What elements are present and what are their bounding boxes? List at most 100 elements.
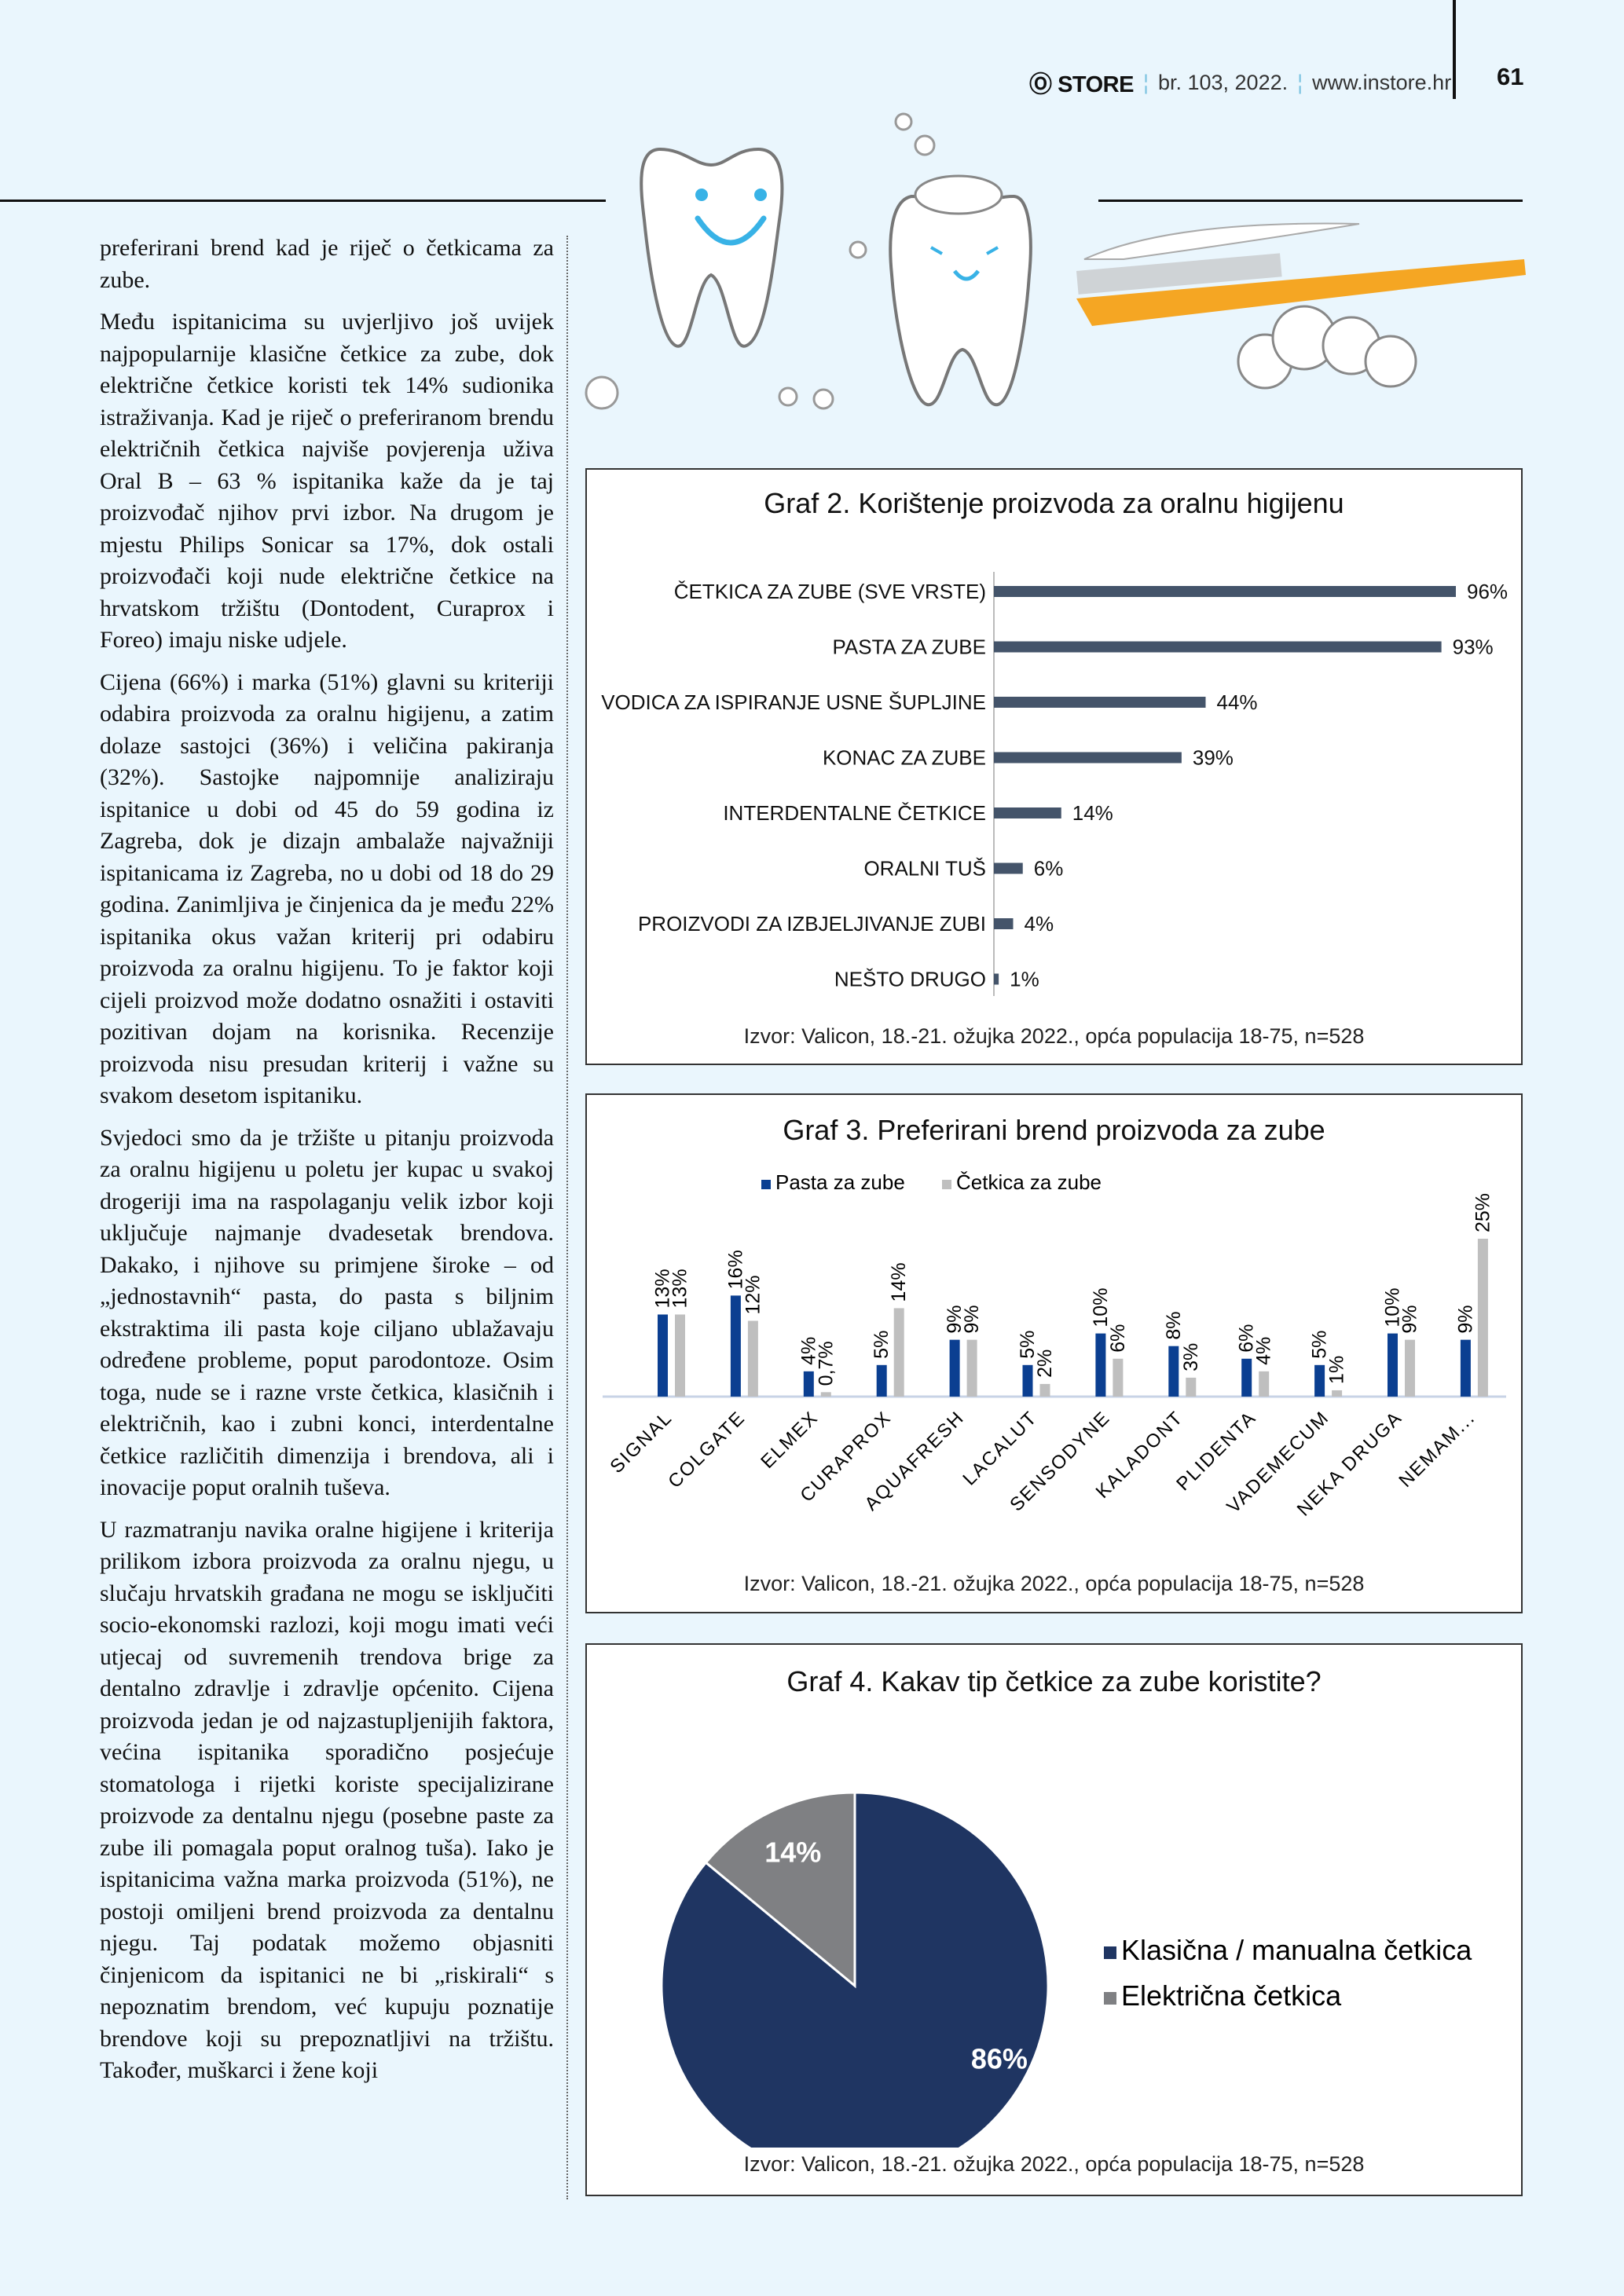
data-label: 3% (1180, 1343, 1202, 1371)
chart-3-plot: Pasta za zube Četkica za zube 13%13% SIGNAL… (603, 1170, 1506, 1521)
legend-swatch (1104, 1946, 1116, 1959)
data-label: 8% (1163, 1312, 1185, 1340)
paragraph: U razmatranju navika oralne higijene i k… (100, 1516, 554, 2084)
bar (994, 918, 1014, 929)
bar (658, 1314, 668, 1397)
data-label: 6% (1034, 857, 1064, 881)
bar (994, 586, 1456, 597)
bar (1168, 1346, 1179, 1397)
legend-swatch (1104, 1992, 1116, 2005)
dental-illustration (585, 112, 1526, 410)
bar (994, 752, 1182, 764)
category-label: VODICA ZA ISPIRANJE USNE ŠUPLJINE (601, 690, 986, 714)
category-label: KONAC ZA ZUBE (823, 746, 986, 770)
bar (1460, 1339, 1471, 1397)
data-label: 9% (961, 1305, 983, 1333)
data-label: 9% (1399, 1305, 1421, 1333)
category-label: NEŠTO DRUGO (834, 968, 986, 991)
data-label: 13% (652, 1269, 674, 1308)
category-label: ELMEX (757, 1407, 823, 1473)
data-label: 1% (1326, 1356, 1348, 1384)
paragraph: Svjedoci smo da je tržište u pitanju pro… (100, 1124, 554, 1501)
category-label: ORALNI TUŠ (863, 857, 986, 881)
bar (1477, 1239, 1488, 1397)
category-label: COLGATE (664, 1407, 750, 1492)
category-label: PASTA ZA ZUBE (832, 635, 986, 659)
bar (747, 1320, 758, 1397)
chart-graf-4: Graf 4. Kakav tip četkice za zube korist… (585, 1643, 1523, 2196)
bar (1022, 1364, 1033, 1397)
pie-slice (660, 1791, 1050, 2148)
chart-title: Graf 3. Preferirani brend proizvoda za z… (783, 1114, 1325, 1146)
category-label: PROIZVODI ZA IZBJELJIVANJE ZUBI (638, 912, 986, 936)
paragraph: preferirani brend kad je riječ o četkica… (100, 235, 554, 293)
data-label: 10% (1090, 1288, 1112, 1327)
data-label: 4% (1253, 1337, 1275, 1365)
chart-4-plot: 86% Klasična / manualna četkica 14% Elektri… (660, 1791, 1472, 2148)
paragraph: Među ispitanicima su uvjerljivo još uvij… (100, 309, 554, 653)
bubble-icons (585, 112, 936, 410)
rule-left (0, 200, 606, 202)
data-label: 25% (1472, 1193, 1494, 1232)
toothbrush-icon (1076, 222, 1526, 326)
category-label: SIGNAL (606, 1407, 676, 1478)
data-label: 39% (1193, 746, 1234, 770)
bar (994, 973, 999, 985)
chart-source: Izvor: Valicon, 18.-21. ožujka 2022., op… (743, 1572, 1365, 1595)
bar (1259, 1371, 1270, 1397)
data-label: 10% (1382, 1288, 1404, 1327)
column-separator (566, 236, 568, 2199)
page-number: 61 (1497, 63, 1524, 90)
bar (1186, 1377, 1197, 1397)
bar (675, 1314, 685, 1397)
foamy-tooth-icon (889, 174, 1032, 407)
legend-swatch (942, 1180, 951, 1189)
data-label: 2% (1034, 1349, 1056, 1378)
data-label: 14% (888, 1262, 910, 1302)
paragraph: Cijena (66%) i marka (51%) glavni su kri… (100, 668, 554, 1109)
data-label: 4% (1025, 912, 1054, 936)
issue-number: br. 103, 2022. (1157, 70, 1289, 94)
data-label: 1% (1010, 968, 1039, 991)
article-body: preferirani brend kad je riječ o četkica… (100, 233, 554, 2097)
legend-label: Električna četkica (1121, 1979, 1342, 2012)
data-label: 14% (1072, 801, 1113, 825)
chart-graf-3: Graf 3. Preferirani brend proizvoda za z… (585, 1093, 1523, 1613)
legend-label: Pasta za zube (775, 1170, 905, 1194)
data-label: 5% (1017, 1331, 1039, 1359)
bar (949, 1339, 960, 1397)
bar (1113, 1358, 1124, 1397)
pie-slice (704, 1791, 856, 1989)
bar (966, 1339, 977, 1397)
data-label: 4% (797, 1337, 819, 1365)
bar (1332, 1390, 1343, 1397)
data-label: 9% (944, 1305, 966, 1333)
data-label: 5% (871, 1331, 893, 1359)
data-label: 5% (1309, 1331, 1331, 1359)
page-header: Ⓞ STORE ¦ br. 103, 2022. ¦ www.instore.h… (1029, 66, 1451, 99)
rule-right (1098, 200, 1523, 202)
bar (1039, 1383, 1050, 1397)
happy-tooth-icon (640, 147, 784, 348)
logo-text: STORE (1058, 72, 1134, 97)
bar (876, 1364, 887, 1397)
chart-title: Graf 4. Kakav tip četkice za zube korist… (786, 1665, 1322, 1697)
website-link[interactable]: www.instore.hr (1312, 70, 1452, 94)
data-label: 16% (724, 1250, 746, 1289)
category-label: ČETKICA ZA ZUBE (SVE VRSTE) (674, 580, 986, 603)
data-label: 44% (1217, 690, 1258, 714)
header-rule (1453, 0, 1456, 99)
slice-label: 14% (764, 1836, 821, 1869)
magazine-logo: Ⓞ STORE (1029, 72, 1134, 97)
bar (893, 1308, 904, 1397)
chart-title: Graf 2. Korištenje proizvoda za oralnu h… (764, 487, 1344, 519)
bar (994, 807, 1061, 818)
bar (1314, 1364, 1325, 1397)
data-label: 96% (1467, 580, 1508, 603)
bar (820, 1392, 831, 1397)
divider: ¦ (1297, 70, 1303, 94)
data-label: 9% (1454, 1305, 1476, 1333)
chart-graf-2: Graf 2. Korištenje proizvoda za oralnu h… (585, 468, 1523, 1065)
legend-swatch (761, 1180, 771, 1189)
bar (994, 697, 1206, 708)
